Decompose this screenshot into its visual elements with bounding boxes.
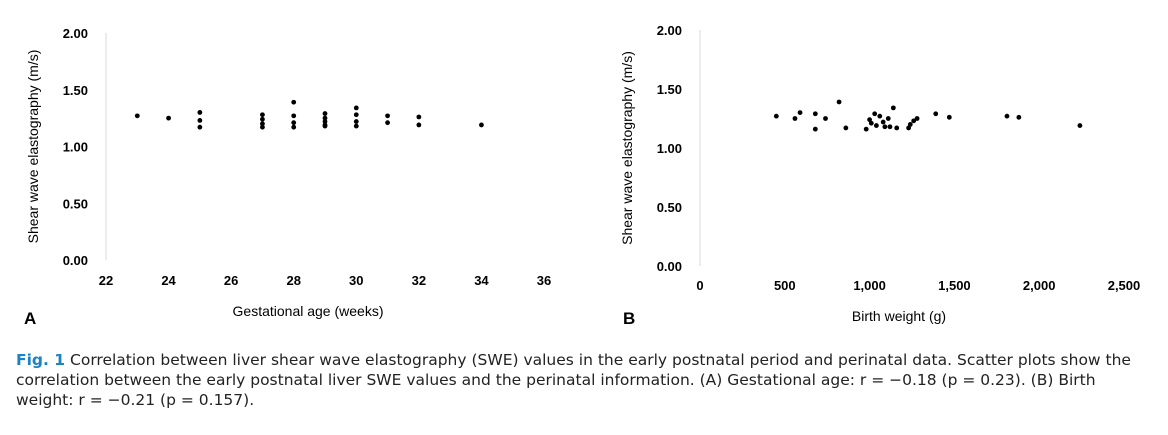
- data-point: [353, 112, 359, 118]
- figure: 0.00 0.50 1.00 1.50 2.00 22 24 26 28 30 32 34 36 Shea…: [24, 23, 1141, 328]
- data-point: [894, 125, 900, 131]
- data-point: [479, 122, 484, 128]
- data-point: [260, 116, 265, 122]
- data-point: [843, 125, 849, 131]
- data-point: [836, 99, 842, 105]
- data-point: [946, 114, 952, 120]
- x-tick-label: 22: [99, 273, 113, 288]
- y-tick-label: 0.50: [657, 200, 682, 215]
- data-point: [863, 126, 869, 132]
- data-point: [880, 119, 886, 125]
- data-point: [773, 113, 779, 119]
- data-point: [882, 124, 888, 130]
- y-axis-title: Shear wave elastography (m/s): [25, 50, 41, 244]
- x-tick-label: 2,500: [1108, 278, 1141, 293]
- x-axis-title: Gestational age (weeks): [233, 303, 384, 319]
- y-axis-title: Shear wave elastography (m/s): [619, 51, 635, 245]
- data-point: [322, 123, 328, 129]
- x-tick-label: 30: [349, 273, 363, 288]
- data-point: [260, 124, 265, 130]
- x-tick-label: 24: [161, 273, 176, 288]
- x-tick-label: 26: [224, 273, 238, 288]
- x-tick-label: 1,000: [853, 278, 886, 293]
- y-tick-label: 0.50: [63, 196, 88, 211]
- data-point: [792, 116, 798, 121]
- data-point: [134, 113, 140, 119]
- data-point: [353, 123, 359, 129]
- x-tick-label: 28: [286, 273, 300, 288]
- data-point: [877, 113, 883, 119]
- y-tick-label: 2.00: [63, 26, 88, 41]
- y-tick-label: 0.00: [657, 259, 682, 274]
- data-point: [890, 105, 896, 111]
- data-point: [385, 120, 390, 126]
- x-tick-label: 1,500: [938, 278, 971, 293]
- data-point: [812, 111, 818, 117]
- data-point: [797, 110, 803, 115]
- y-tick-label: 1.50: [657, 82, 682, 97]
- panel-letter: B: [623, 309, 635, 328]
- x-tick-label: 32: [412, 273, 426, 288]
- data-point: [885, 116, 891, 121]
- caption-label: Fig. 1: [16, 351, 66, 369]
- data-point: [914, 116, 920, 121]
- data-point: [322, 119, 328, 124]
- data-point: [291, 120, 297, 126]
- data-point: [868, 120, 874, 126]
- data-point: [416, 114, 422, 120]
- y-tick-label: 0.00: [63, 253, 88, 268]
- data-point: [887, 124, 893, 130]
- data-point: [873, 123, 879, 128]
- data-point: [812, 126, 818, 132]
- data-point: [291, 124, 297, 130]
- data-point: [1077, 123, 1083, 128]
- data-point: [1004, 113, 1010, 119]
- data-point: [911, 118, 917, 124]
- x-tick-label: 2,000: [1023, 278, 1056, 293]
- y-tick-label: 2.00: [657, 23, 682, 38]
- x-tick-label: 0: [696, 278, 703, 293]
- x-tick-label: 36: [537, 273, 551, 288]
- data-point: [823, 116, 828, 121]
- y-tick-label: 1.00: [63, 140, 88, 155]
- data-point: [385, 113, 390, 119]
- data-point: [933, 111, 939, 117]
- data-point: [872, 111, 878, 117]
- data-point: [322, 115, 328, 121]
- x-tick-label: 34: [474, 273, 489, 288]
- y-tick-label: 1.00: [657, 141, 682, 156]
- figure-caption: Fig. 1 Correlation between liver shear w…: [16, 350, 1156, 410]
- data-point: [260, 121, 265, 127]
- data-point: [291, 99, 297, 105]
- data-point: [166, 115, 171, 121]
- x-tick-label: 500: [774, 278, 796, 293]
- data-point: [907, 122, 913, 127]
- data-point: [291, 113, 297, 119]
- y-tick-label: 1.50: [63, 83, 88, 98]
- data-point: [197, 110, 203, 115]
- data-point: [197, 117, 203, 123]
- data-point: [416, 122, 422, 128]
- x-axis-title: Birth weight (g): [852, 308, 946, 324]
- data-point: [1016, 114, 1022, 120]
- panel-letter: A: [24, 309, 36, 328]
- data-point: [197, 124, 203, 130]
- data-point: [260, 112, 265, 118]
- data-point: [322, 111, 328, 116]
- caption-text: Correlation between liver shear wave ela…: [16, 351, 1131, 409]
- data-point: [353, 105, 359, 111]
- data-point: [353, 119, 359, 124]
